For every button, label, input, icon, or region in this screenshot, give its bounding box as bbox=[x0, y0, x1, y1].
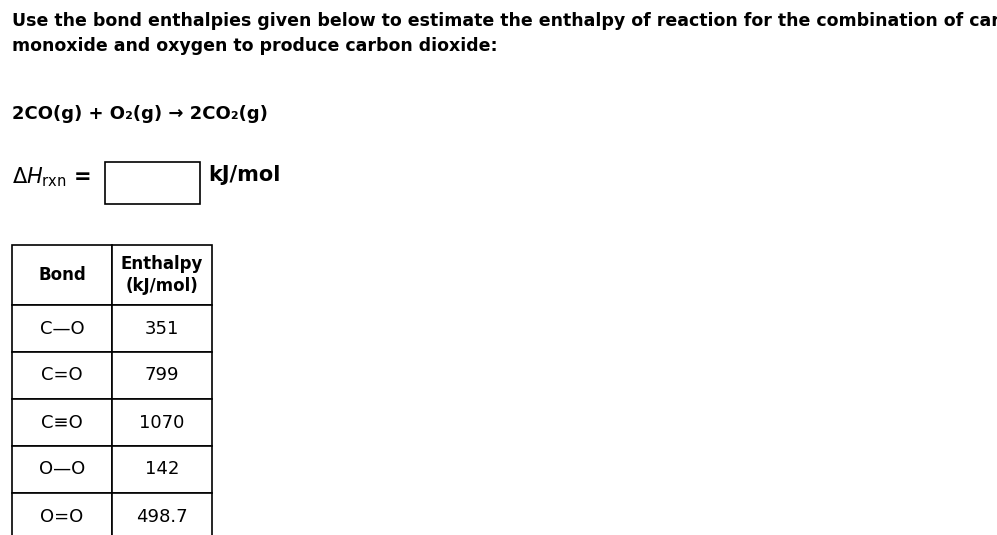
Text: C—O: C—O bbox=[40, 319, 85, 338]
Text: 1070: 1070 bbox=[140, 414, 184, 432]
Text: O—O: O—O bbox=[39, 461, 85, 478]
FancyBboxPatch shape bbox=[12, 493, 112, 535]
Text: O=O: O=O bbox=[40, 508, 84, 525]
FancyBboxPatch shape bbox=[12, 399, 112, 446]
Text: 498.7: 498.7 bbox=[137, 508, 187, 525]
FancyBboxPatch shape bbox=[112, 245, 212, 305]
FancyBboxPatch shape bbox=[12, 305, 112, 352]
FancyBboxPatch shape bbox=[112, 446, 212, 493]
FancyBboxPatch shape bbox=[105, 162, 200, 204]
FancyBboxPatch shape bbox=[112, 352, 212, 399]
FancyBboxPatch shape bbox=[112, 305, 212, 352]
Text: 2CO(g) + O₂(g) → 2CO₂(g): 2CO(g) + O₂(g) → 2CO₂(g) bbox=[12, 105, 268, 123]
Text: $\Delta H_{\mathrm{rxn}}$ =: $\Delta H_{\mathrm{rxn}}$ = bbox=[12, 165, 91, 189]
FancyBboxPatch shape bbox=[112, 399, 212, 446]
FancyBboxPatch shape bbox=[12, 446, 112, 493]
Text: Use the bond enthalpies given below to estimate the enthalpy of reaction for the: Use the bond enthalpies given below to e… bbox=[12, 12, 997, 55]
Text: kJ/mol: kJ/mol bbox=[208, 165, 280, 185]
Text: Enthalpy
(kJ/mol): Enthalpy (kJ/mol) bbox=[121, 255, 203, 295]
Text: 142: 142 bbox=[145, 461, 179, 478]
Text: Bond: Bond bbox=[38, 266, 86, 284]
Text: 351: 351 bbox=[145, 319, 179, 338]
Text: C=O: C=O bbox=[41, 366, 83, 385]
Text: 799: 799 bbox=[145, 366, 179, 385]
FancyBboxPatch shape bbox=[12, 245, 112, 305]
FancyBboxPatch shape bbox=[112, 493, 212, 535]
FancyBboxPatch shape bbox=[12, 352, 112, 399]
Text: C≡O: C≡O bbox=[41, 414, 83, 432]
